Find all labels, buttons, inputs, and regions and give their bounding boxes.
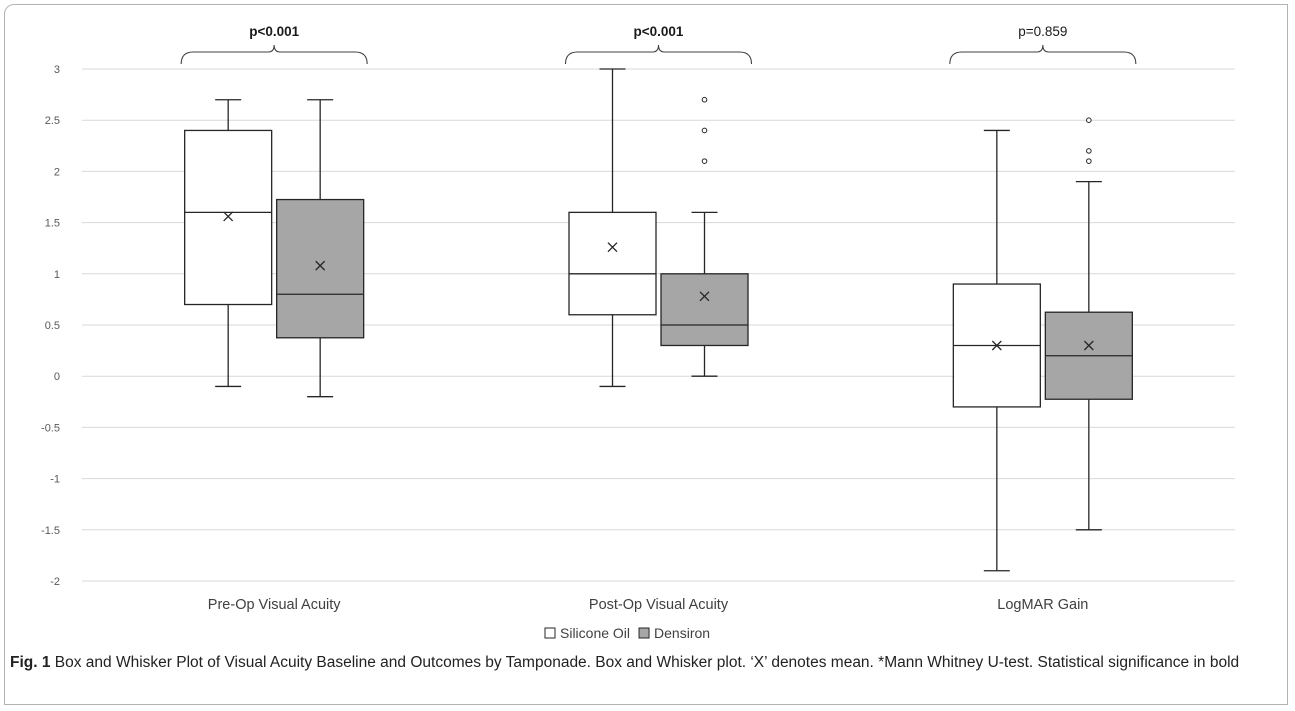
box-densiron <box>1044 117 1133 531</box>
y-tick-label: -2 <box>50 576 60 588</box>
outlier-point <box>701 158 708 164</box>
x-category-label: Pre-Op Visual Acuity <box>208 597 341 613</box>
box-iqr <box>568 211 657 316</box>
box-silicone-oil <box>184 99 273 388</box>
legend-swatch <box>638 627 650 639</box>
box-iqr <box>660 273 749 347</box>
legend: Silicone Oil Densiron <box>544 625 710 641</box>
mean-marker <box>315 260 326 271</box>
y-tick-label: -0.5 <box>41 422 60 434</box>
significance-bracket <box>180 44 368 65</box>
box-iqr <box>276 198 365 339</box>
y-tick-label: 0.5 <box>45 320 60 332</box>
y-tick-label: -1 <box>50 474 60 486</box>
figure-caption: Fig. 1 Box and Whisker Plot of Visual Ac… <box>10 652 1272 674</box>
outlier-point <box>1086 148 1092 154</box>
box-iqr <box>184 129 273 306</box>
x-axis: Pre-Op Visual Acuity Post-Op Visual Acuit… <box>208 597 1089 613</box>
box-whisker-chart: 3 2.5 2 1.5 1 0.5 0 -0.5 -1 -1.5 -2 Pre-Op Visual … <box>41 24 1235 641</box>
y-tick-label: 3 <box>54 64 60 76</box>
legend-label: Densiron <box>654 625 710 641</box>
y-tick-label: 1.5 <box>45 218 60 230</box>
grid-lines <box>82 68 1235 582</box>
significance-bracket <box>564 44 753 65</box>
y-tick-label: -1.5 <box>41 525 60 537</box>
outlier-point <box>701 96 708 103</box>
box-densiron <box>276 99 365 398</box>
legend-label: Silicone Oil <box>560 625 630 641</box>
caption-label: Fig. 1 <box>10 654 51 671</box>
outlier-point <box>701 127 708 134</box>
y-tick-label: 2.5 <box>45 115 60 127</box>
p-value-label: p<0.001 <box>249 24 299 39</box>
y-tick-label: 2 <box>54 166 60 178</box>
x-category-label: Post-Op Visual Acuity <box>589 597 729 613</box>
mean-marker <box>607 242 618 253</box>
outlier-point <box>1086 158 1092 164</box>
y-tick-label: 1 <box>54 269 60 281</box>
x-category-label: LogMAR Gain <box>997 597 1088 613</box>
legend-swatch <box>544 627 556 639</box>
y-tick-label: 0 <box>54 371 60 383</box>
mean-marker <box>223 211 234 222</box>
mean-marker <box>1083 340 1094 351</box>
box-silicone-oil <box>568 68 657 388</box>
p-value-label: p=0.859 <box>1018 24 1067 39</box>
y-axis: 3 2.5 2 1.5 1 0.5 0 -0.5 -1 -1.5 -2 <box>41 64 60 588</box>
mean-marker <box>991 340 1002 351</box>
mean-marker <box>699 291 710 302</box>
p-value-label: p<0.001 <box>634 24 684 39</box>
box-silicone-oil <box>952 129 1041 572</box>
significance-annotations: p<0.001 p<0.001 p=0.859 <box>180 24 1137 65</box>
caption-text: Box and Whisker Plot of Visual Acuity Ba… <box>50 654 1240 671</box>
significance-bracket <box>949 44 1137 65</box>
outlier-point <box>1086 117 1092 123</box>
boxes-layer <box>184 68 1133 572</box>
box-densiron <box>660 96 749 377</box>
